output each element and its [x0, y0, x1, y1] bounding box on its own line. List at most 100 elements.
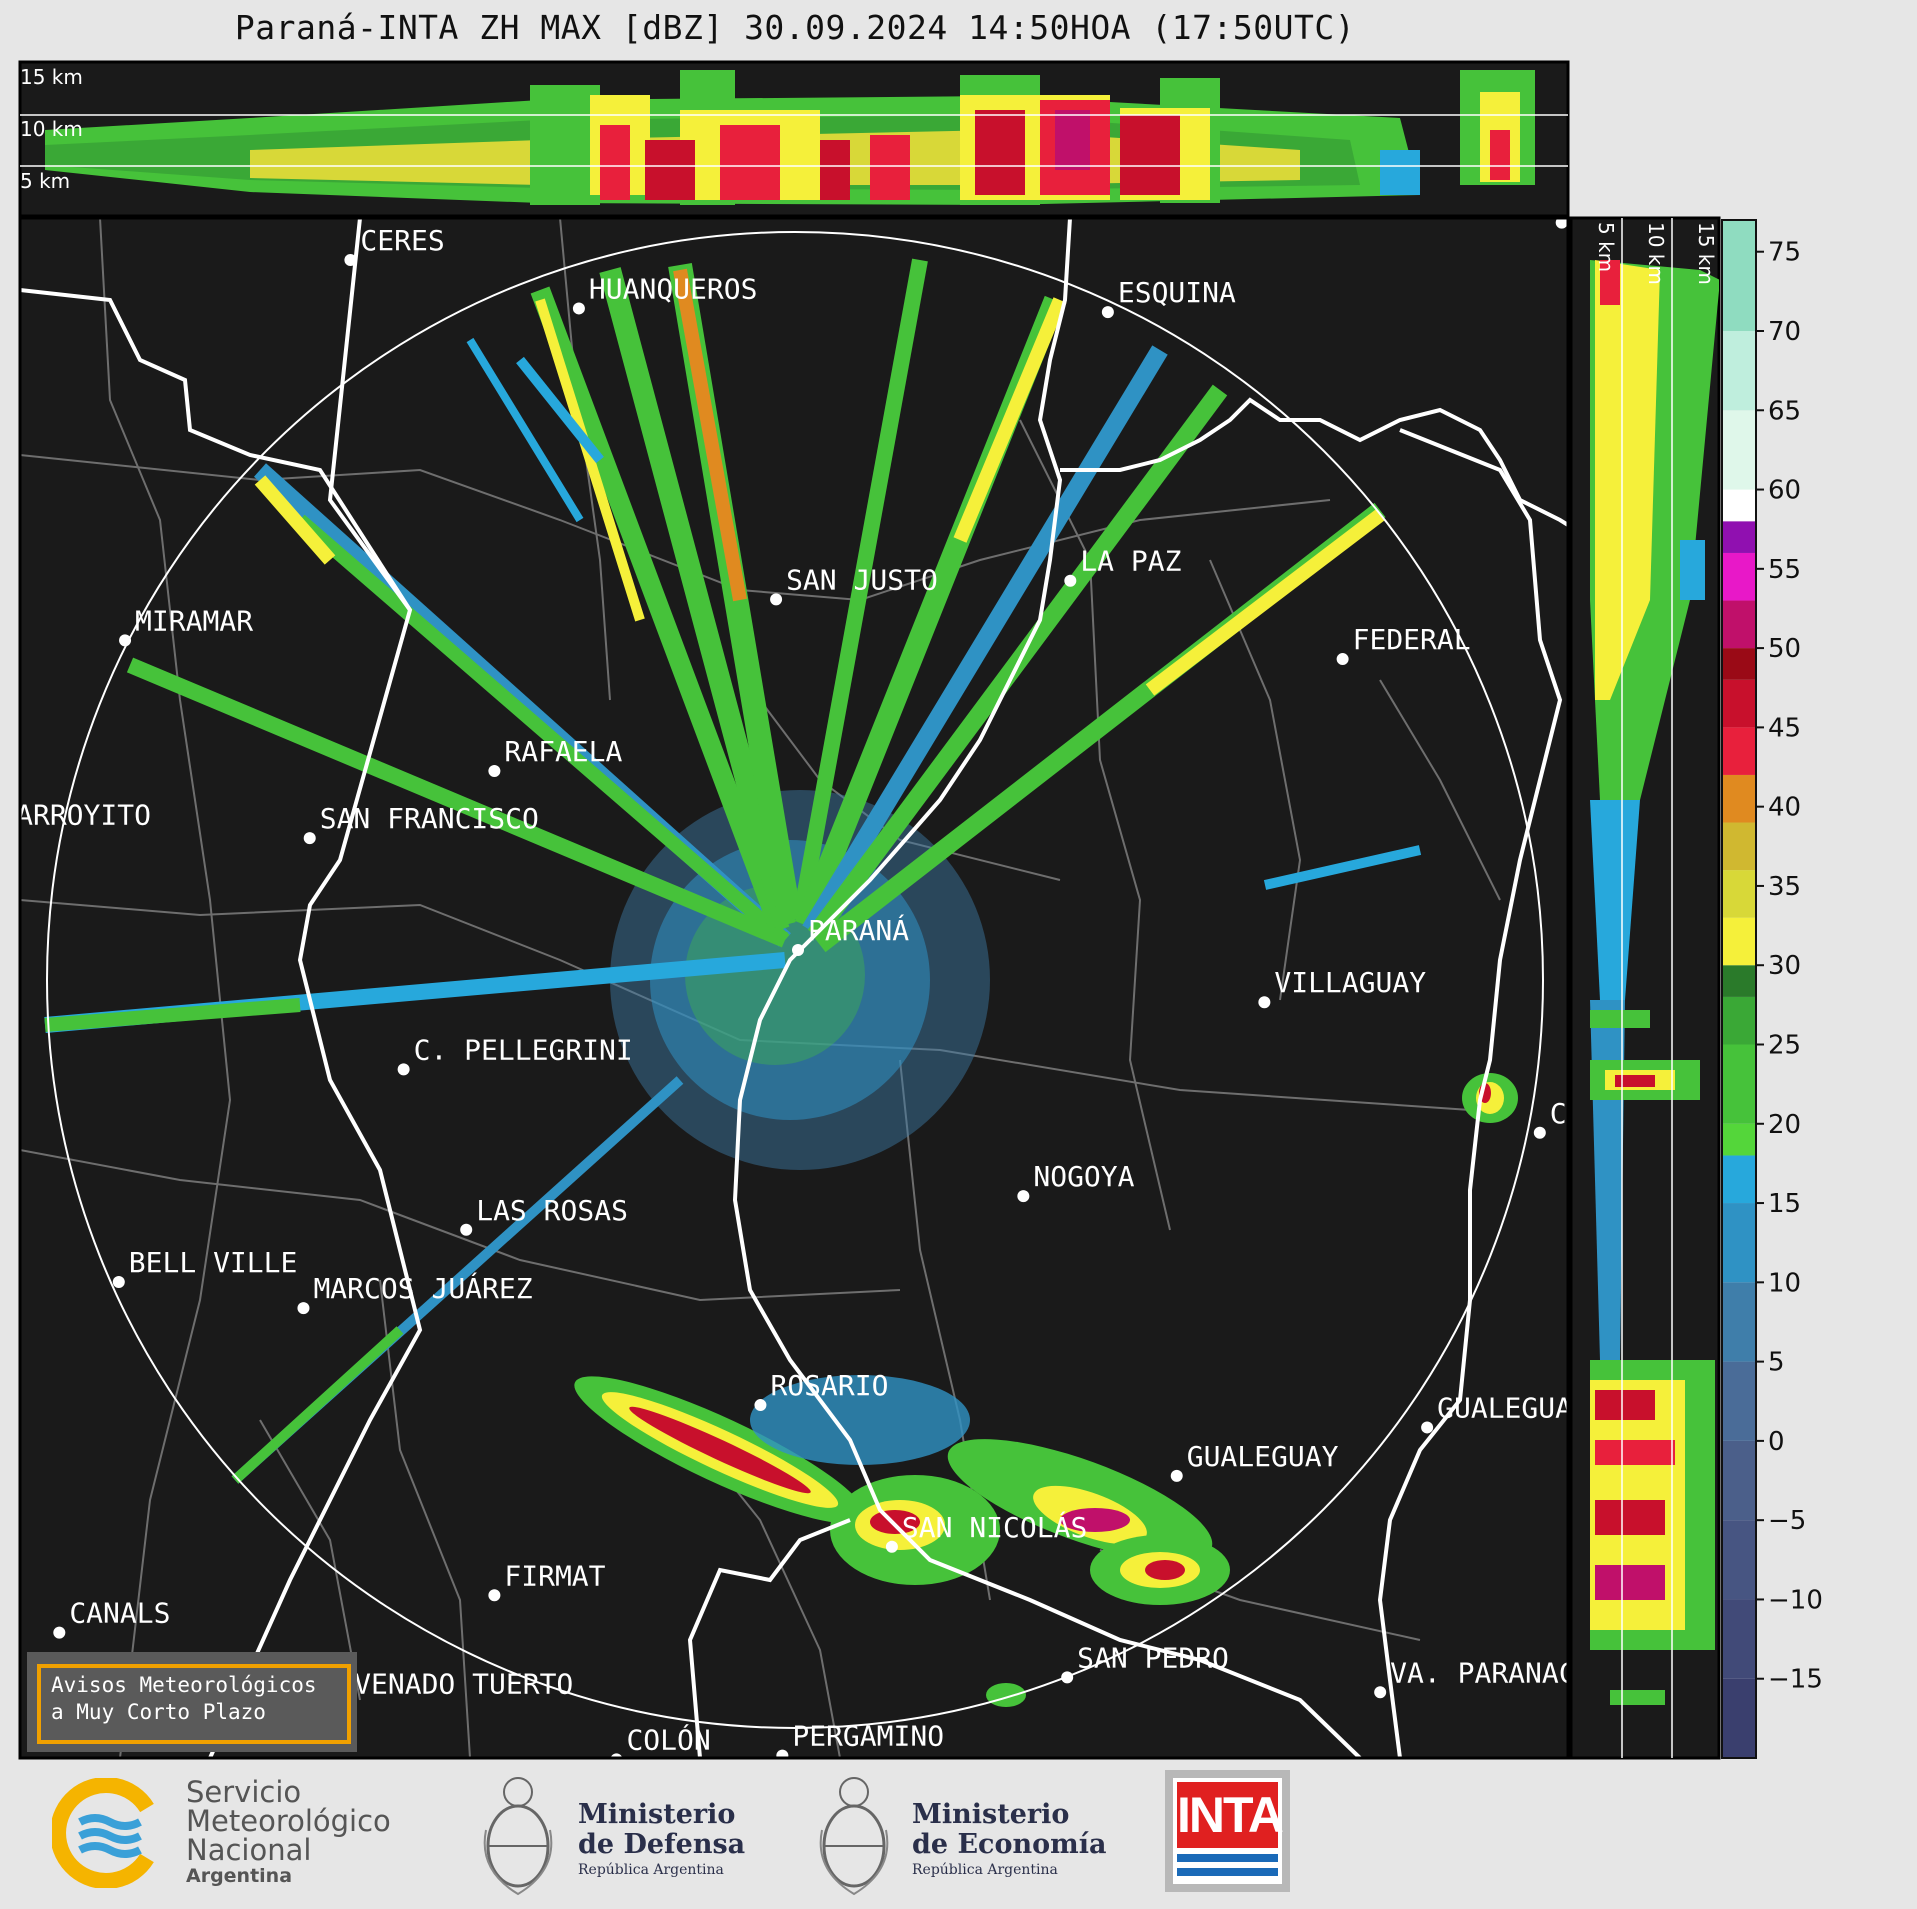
city-marker: [1555, 218, 1568, 229]
city-marker: [488, 764, 501, 777]
city-label: CANALS: [69, 1597, 170, 1630]
warning-line-1: Avisos Meteorológicos: [51, 1673, 317, 1697]
economia-line-2: de Economía: [912, 1829, 1107, 1860]
warning-box-border: Avisos Meteorológicos a Muy Corto Plazo: [37, 1664, 351, 1744]
colorbar-segment: [1722, 648, 1756, 680]
smn-line-4: Argentina: [186, 1865, 293, 1887]
inta-logo-text: INTA: [1177, 1782, 1284, 1848]
province-boundaries: [20, 218, 1568, 1758]
economia-line-1: Ministerio: [912, 1799, 1070, 1830]
city-label: VENADO TUERTO: [354, 1667, 573, 1700]
city-label: CERES: [360, 224, 444, 257]
inta-logo: INTA: [1165, 1770, 1290, 1892]
economia-line-3: República Argentina: [912, 1862, 1058, 1878]
colorbar-segment: [1722, 410, 1756, 490]
city-label: VA. PARANACIT: [1390, 1656, 1609, 1689]
city-marker: [754, 1399, 767, 1412]
city-label: CU: [1572, 187, 1606, 220]
colorbar-segment: [1722, 727, 1756, 775]
warning-line-2: a Muy Corto Plazo: [51, 1700, 266, 1724]
colorbar-segment: [1722, 1123, 1756, 1156]
smn-line-3: Nacional: [186, 1833, 312, 1867]
map-frame: [18, 216, 1570, 1760]
colorbar-segment: [1722, 774, 1756, 823]
city-marker: [1421, 1421, 1434, 1434]
defensa-line-3: República Argentina: [578, 1862, 724, 1878]
city-label: VILLAGUAY: [1274, 966, 1426, 999]
city-marker: [885, 1540, 898, 1553]
side-height-label-5: 5 km: [1594, 222, 1618, 272]
colorbar-tick-label: 25: [1768, 1030, 1801, 1060]
city-label: SAN PEDRO: [1077, 1641, 1229, 1674]
city-marker: [1374, 1686, 1387, 1699]
colorbar-segment: [1722, 679, 1756, 728]
colorbar-tick-label: 65: [1768, 396, 1801, 426]
side-height-label-10: 10 km: [1644, 222, 1668, 285]
colorbar-segment: [1722, 917, 1756, 966]
colorbar-segment: [1722, 489, 1756, 522]
city-marker: [1170, 1469, 1183, 1482]
city-label: MARCOS JUÁREZ: [313, 1271, 532, 1305]
city-marker: [1064, 574, 1077, 587]
top-height-label-5: 5 km: [20, 169, 70, 193]
city-label: LAS ROSAS: [476, 1194, 628, 1227]
city-label: GUALEGUAY: [1187, 1440, 1339, 1473]
footer-logos: Servicio Meteorológico Nacional Argentin…: [0, 1760, 1917, 1909]
colorbar-segment: [1722, 1361, 1756, 1441]
city-label: SAN JUSTO: [786, 563, 938, 596]
colorbar-tick-label: 75: [1768, 238, 1801, 268]
map-panel: CERES HUANQUEROS ESQUINA CU SAN JUSTO LA PAZ M…: [0, 187, 1617, 1760]
city-marker: [0, 828, 12, 840]
city-marker: [119, 634, 132, 647]
smn-line-1: Servicio: [186, 1775, 302, 1809]
smn-line-2: Meteorológico: [186, 1804, 391, 1838]
colorbar-segment: [1722, 1155, 1756, 1204]
colorbar-tick-label: 5: [1768, 1348, 1785, 1378]
top-height-label-10: 10 km: [20, 117, 83, 141]
city-label: ESQUINA: [1118, 276, 1236, 309]
colorbar-tick-label: 10: [1768, 1268, 1801, 1298]
city-label: SAN FRANCISCO: [320, 802, 539, 835]
colorbar-segment: [1722, 220, 1756, 331]
colorbar-segment: [1722, 521, 1756, 553]
defensa-line-1: Ministerio: [578, 1799, 736, 1830]
colorbar-segment: [1722, 1678, 1756, 1758]
side-cross-section-panel: 5 km 10 km 15 km: [1569, 216, 1721, 1760]
warning-box[interactable]: Avisos Meteorológicos a Muy Corto Plazo: [27, 1652, 357, 1752]
colorbar-tick-label: 50: [1768, 634, 1801, 664]
colorbar-segment: [1722, 1203, 1756, 1283]
colorbar-segment: [1722, 1044, 1756, 1124]
cities-layer: CERES HUANQUEROS ESQUINA CU SAN JUSTO LA PAZ M…: [0, 187, 1617, 1758]
city-label: NOGOYA: [1033, 1160, 1134, 1193]
top-cross-section-panel: 15 km 10 km 5 km: [18, 60, 1570, 218]
city-label: ARROYITO: [16, 798, 151, 831]
colorbar-tick-label: 30: [1768, 951, 1801, 981]
colorbar-segment: [1722, 600, 1756, 649]
city-marker: [572, 302, 585, 315]
city-label: COLÓ: [1550, 1096, 1617, 1130]
national-shield-icon: [819, 1777, 889, 1896]
city-marker: [488, 1589, 501, 1602]
colorbar-tick-label: 0: [1768, 1427, 1785, 1457]
defensa-line-2: de Defensa: [578, 1829, 746, 1860]
colorbar-segment: [1722, 822, 1756, 871]
city-label: PARANÁ: [808, 913, 909, 947]
colorbar-tick-label: 15: [1768, 1189, 1801, 1219]
colorbar-segment: [1722, 996, 1756, 1045]
city-marker: [1017, 1190, 1030, 1203]
city-label: FEDERAL: [1353, 623, 1471, 656]
colorbar-tick-label: 70: [1768, 317, 1801, 347]
colorbar-tick-label: 20: [1768, 1110, 1801, 1140]
city-label: HUANQUEROS: [589, 272, 758, 305]
city-label: LA PAZ: [1080, 545, 1181, 578]
range-ring: [46, 231, 1544, 1729]
city-label: PERGAMINO: [792, 1720, 944, 1753]
city-label: SAN NICOLÁS: [902, 1510, 1087, 1544]
colorbar-tick-label: −15: [1768, 1665, 1823, 1695]
colorbar-tick-label: 55: [1768, 555, 1801, 585]
colorbar-segment: [1722, 1282, 1756, 1362]
city-label: COLÓN: [626, 1722, 710, 1756]
colorbar-tick-label: 60: [1768, 476, 1801, 506]
